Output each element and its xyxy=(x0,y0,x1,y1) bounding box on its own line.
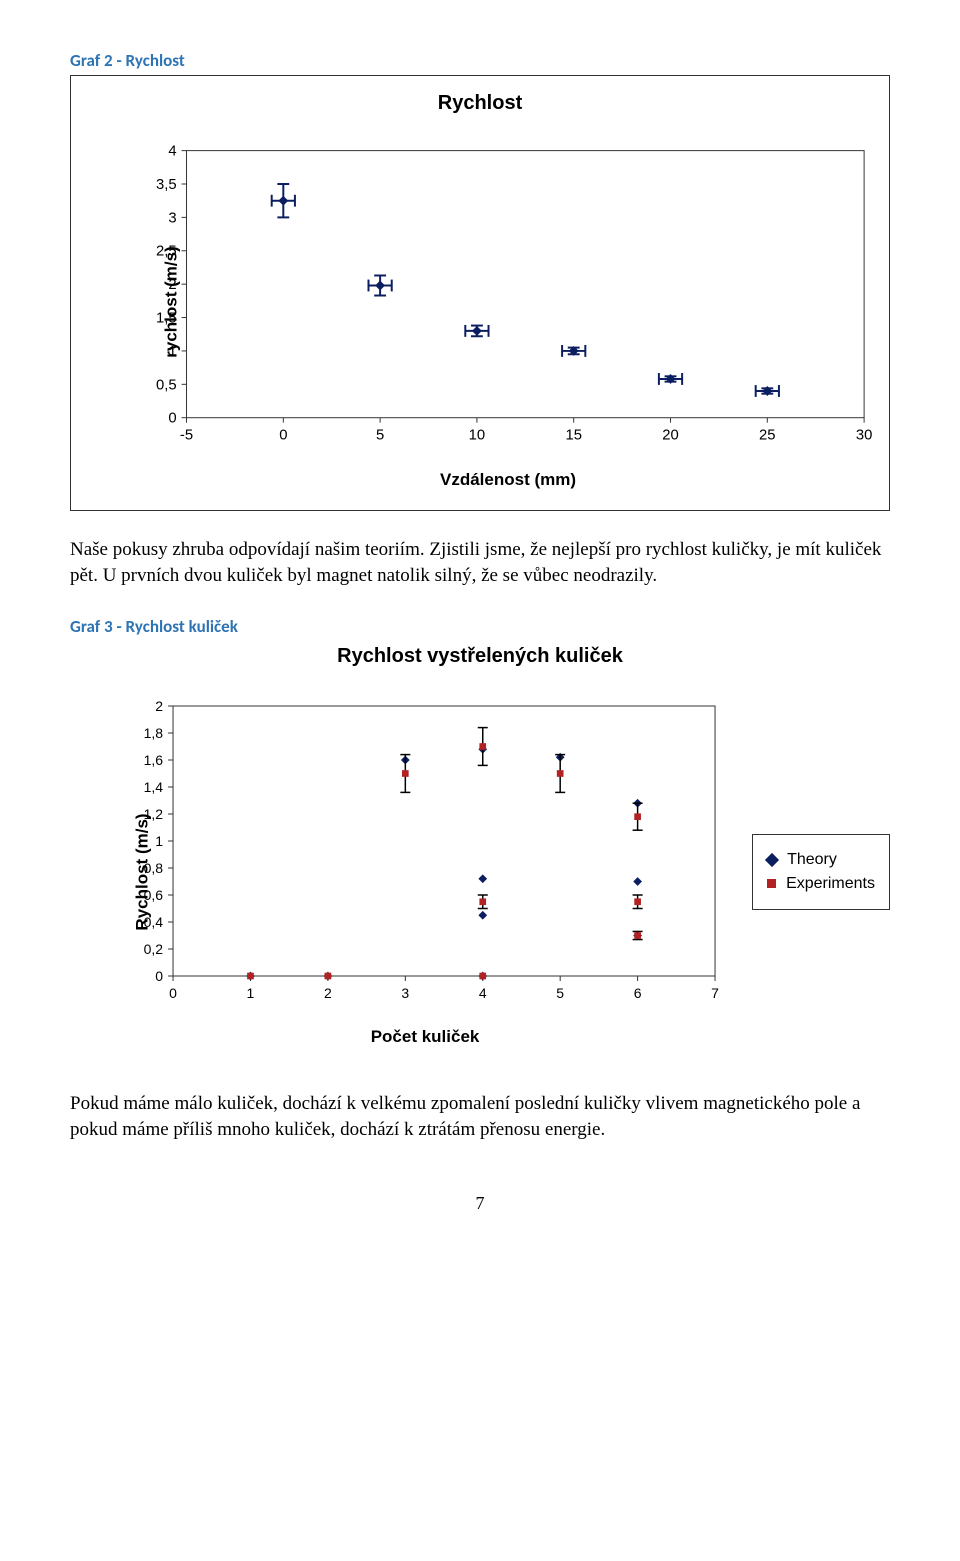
graf2-heading: Graf 2 - Rychlost xyxy=(70,50,890,71)
svg-text:4: 4 xyxy=(479,985,487,1001)
paragraph-2: Pokud máme málo kuliček, dochází k velké… xyxy=(70,1091,890,1142)
legend-item-theory: Theory xyxy=(767,851,875,869)
svg-text:30: 30 xyxy=(856,427,873,443)
svg-text:3,5: 3,5 xyxy=(156,177,177,193)
svg-text:3: 3 xyxy=(401,985,409,1001)
svg-text:0: 0 xyxy=(169,985,177,1001)
svg-text:-5: -5 xyxy=(180,427,193,443)
svg-text:1,6: 1,6 xyxy=(144,752,164,768)
graf3-chart-row: Rychlost (m/s) 00,20,40,60,811,21,41,61,… xyxy=(70,696,890,1047)
svg-text:5: 5 xyxy=(376,427,384,443)
svg-text:6: 6 xyxy=(634,985,642,1001)
graf3-chart-title: Rychlost vystřelených kuliček xyxy=(70,645,890,668)
legend-item-experiments: Experiments xyxy=(767,875,875,893)
graf3-legend: Theory Experiments xyxy=(752,834,890,910)
svg-text:1,4: 1,4 xyxy=(144,779,164,795)
graf3-ylabel: Rychlost (m/s) xyxy=(133,813,153,930)
svg-text:1: 1 xyxy=(155,833,163,849)
svg-text:7: 7 xyxy=(711,985,719,1001)
svg-text:20: 20 xyxy=(662,427,679,443)
svg-text:3: 3 xyxy=(168,210,176,226)
svg-text:10: 10 xyxy=(469,427,486,443)
graf2-xlabel: Vzdálenost (mm) xyxy=(142,470,874,490)
svg-text:0,2: 0,2 xyxy=(144,941,164,957)
svg-text:0: 0 xyxy=(279,427,287,443)
legend-label: Experiments xyxy=(786,875,875,893)
svg-text:1,8: 1,8 xyxy=(144,725,164,741)
svg-text:2: 2 xyxy=(324,985,332,1001)
graf2-chart-container: Rychlost rychlost (m/s) 00,511,522,533,5… xyxy=(70,75,890,511)
svg-text:1: 1 xyxy=(247,985,255,1001)
svg-text:0: 0 xyxy=(155,968,163,984)
svg-text:15: 15 xyxy=(565,427,582,443)
svg-text:5: 5 xyxy=(556,985,564,1001)
graf2-ylabel: rychlost (m/s) xyxy=(162,246,182,357)
graf3-chart: 00,20,40,60,811,21,41,61,8201234567 xyxy=(110,696,740,1016)
svg-text:25: 25 xyxy=(759,427,776,443)
graf3-xlabel: Počet kuliček xyxy=(110,1027,740,1047)
svg-text:0: 0 xyxy=(168,411,176,427)
legend-label: Theory xyxy=(787,851,837,869)
svg-text:4: 4 xyxy=(168,144,176,160)
svg-text:2: 2 xyxy=(155,698,163,714)
paragraph-1: Naše pokusy zhruba odpovídají našim teor… xyxy=(70,537,890,588)
graf2-chart: 00,511,522,533,54-5051015202530 xyxy=(142,139,874,459)
graf3-heading: Graf 3 - Rychlost kuliček xyxy=(70,616,890,637)
square-icon xyxy=(767,879,776,888)
graf2-chart-title: Rychlost xyxy=(86,92,874,115)
svg-text:0,5: 0,5 xyxy=(156,377,177,393)
diamond-icon xyxy=(765,853,779,867)
page-number: 7 xyxy=(70,1193,890,1214)
